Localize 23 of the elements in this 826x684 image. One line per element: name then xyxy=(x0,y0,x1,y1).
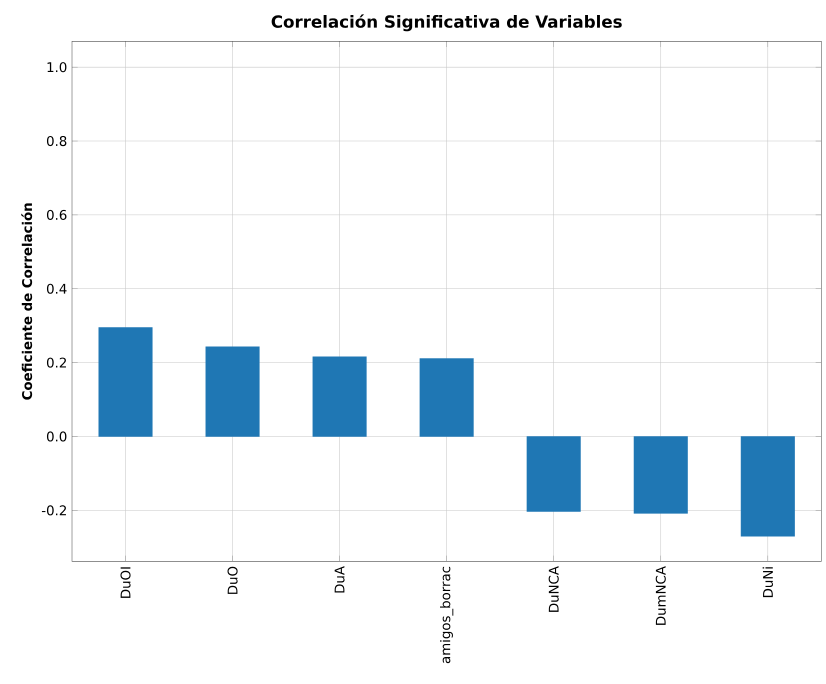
x-tick-label: DumNCA xyxy=(656,566,666,625)
chart-title: Correlación Significativa de Variables xyxy=(272,14,622,32)
bar xyxy=(634,436,688,514)
y-tick-label: 0.8 xyxy=(46,136,66,146)
y-tick-label: 0.0 xyxy=(46,431,66,442)
y-axis-title: Coeficiente de Correlación xyxy=(21,203,32,400)
x-tick-label: DuO xyxy=(228,566,238,594)
y-tick-label: -0.2 xyxy=(42,505,66,516)
x-tick-label: DuNCA xyxy=(548,566,559,612)
bar xyxy=(312,356,367,437)
bar xyxy=(740,436,795,536)
y-tick-label: 0.6 xyxy=(46,210,66,220)
bar xyxy=(526,436,581,512)
x-tick-label: DuOI xyxy=(120,567,131,598)
x-tick-label: DuA xyxy=(334,566,345,593)
y-tick-label: 0.4 xyxy=(46,284,67,294)
x-tick-label: amigos_borrac xyxy=(440,566,454,664)
bar xyxy=(420,358,474,437)
y-tick-label: 1.0 xyxy=(48,62,66,72)
bar xyxy=(98,327,153,437)
y-tick-label: 0.2 xyxy=(46,358,66,368)
x-tick-label: DuNi xyxy=(762,567,773,598)
bar xyxy=(206,346,260,437)
